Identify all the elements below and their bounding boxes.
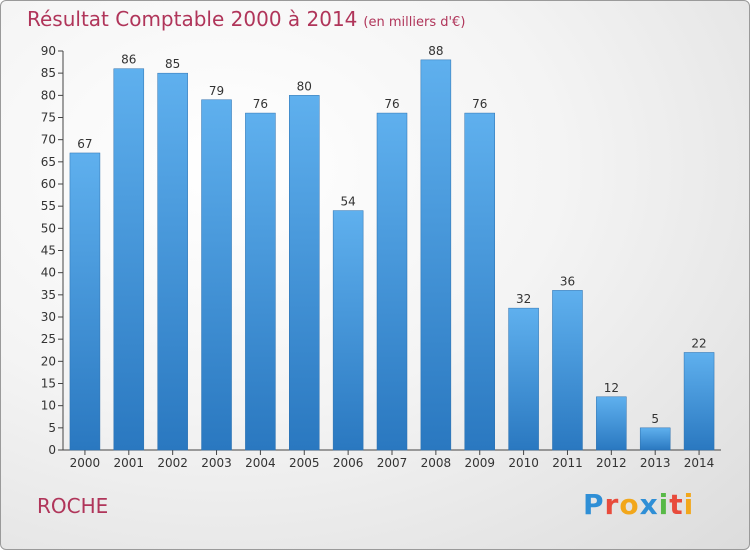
logo-letter: r <box>604 488 620 521</box>
x-tick-label: 2004 <box>245 456 276 470</box>
chart-title-text: Résultat Comptable 2000 à 2014 <box>27 7 358 31</box>
data-label-2000: 67 <box>77 137 92 151</box>
data-label-2001: 86 <box>121 53 136 67</box>
x-tick-label: 2002 <box>157 456 188 470</box>
y-tick-label: 75 <box>41 111 56 125</box>
y-tick-label: 30 <box>41 310 56 324</box>
chart-title: Résultat Comptable 2000 à 2014 (en millie… <box>27 7 465 31</box>
x-tick-label: 2003 <box>201 456 232 470</box>
y-tick-label: 55 <box>41 199 56 213</box>
logo-letter: x <box>639 488 659 521</box>
commune-name: ROCHE <box>37 494 109 518</box>
x-tick-label: 2009 <box>464 456 495 470</box>
y-tick-label: 70 <box>41 133 56 147</box>
data-label-2003: 79 <box>209 84 224 98</box>
x-tick-label: 2014 <box>684 456 715 470</box>
logo-letter: i <box>683 488 695 521</box>
y-tick-label: 10 <box>41 399 56 413</box>
bar-2010 <box>508 307 539 451</box>
y-tick-label: 65 <box>41 155 56 169</box>
data-label-2006: 54 <box>340 195 355 209</box>
y-tick-label: 60 <box>41 177 56 191</box>
data-label-2011: 36 <box>560 274 575 288</box>
x-tick-label: 2000 <box>70 456 101 470</box>
bar-2009 <box>464 112 495 451</box>
bars <box>69 59 715 451</box>
data-label-2010: 32 <box>516 292 531 306</box>
x-axis: 2000 2001 2002 2003 2004 2005 2006 2007 2008 2009… <box>63 449 721 470</box>
x-tick-label: 2008 <box>421 456 452 470</box>
y-axis: 0 5 10 15 20 25 30 35 40 45 50 55 60 65 70 75 80 85 90 <box>41 44 64 457</box>
data-label-2002: 85 <box>165 57 180 71</box>
x-tick-label: 2006 <box>333 456 364 470</box>
bar-2005 <box>289 95 320 451</box>
x-tick-label: 2011 <box>552 456 583 470</box>
y-tick-label: 80 <box>41 88 56 102</box>
bar-2002 <box>157 72 188 451</box>
bar-2008 <box>420 59 452 451</box>
x-tick-label: 2007 <box>377 456 408 470</box>
y-tick-label: 45 <box>41 244 56 258</box>
y-tick-label: 85 <box>41 66 56 80</box>
y-tick-label: 50 <box>41 221 56 235</box>
chart-subtitle: (en milliers d'€) <box>363 15 466 30</box>
y-tick-label: 25 <box>41 332 56 346</box>
bar-2001 <box>113 68 145 451</box>
y-tick-label: 90 <box>41 44 56 58</box>
bar-2000 <box>69 152 101 451</box>
data-labels: 67 86 85 79 76 80 54 76 88 76 32 36 12 5 22 <box>77 44 706 426</box>
x-tick-label: 2010 <box>508 456 539 470</box>
x-tick-label: 2012 <box>596 456 627 470</box>
logo-letter: P <box>583 488 605 521</box>
x-tick-label: 2005 <box>289 456 320 470</box>
data-label-2009: 76 <box>472 97 487 111</box>
bar-2006 <box>332 210 364 451</box>
bar-2012 <box>596 396 627 451</box>
x-tick-label: 2013 <box>640 456 671 470</box>
bar-2013 <box>639 427 671 451</box>
proxiti-logo[interactable]: Proxiti <box>583 488 694 521</box>
data-label-2014: 22 <box>691 336 706 350</box>
data-label-2008: 88 <box>428 44 443 58</box>
data-label-2012: 12 <box>604 381 619 395</box>
data-label-2005: 80 <box>297 79 312 93</box>
y-tick-label: 35 <box>41 288 56 302</box>
bar-2003 <box>201 99 232 451</box>
bar-2004 <box>245 112 276 451</box>
logo-letter: o <box>619 488 640 521</box>
logo-letter: i <box>658 488 670 521</box>
bar-2011 <box>552 290 583 451</box>
x-tick-label: 2001 <box>114 456 145 470</box>
data-label-2004: 76 <box>253 97 268 111</box>
y-tick-label: 5 <box>48 421 56 435</box>
y-tick-label: 20 <box>41 354 56 368</box>
logo-letter: t <box>669 488 684 521</box>
data-label-2007: 76 <box>384 97 399 111</box>
y-tick-label: 0 <box>48 443 56 457</box>
data-label-2013: 5 <box>651 412 659 426</box>
bar-2007 <box>376 112 408 451</box>
bar-2014 <box>683 352 715 451</box>
y-tick-label: 40 <box>41 266 56 280</box>
y-tick-label: 15 <box>41 377 56 391</box>
